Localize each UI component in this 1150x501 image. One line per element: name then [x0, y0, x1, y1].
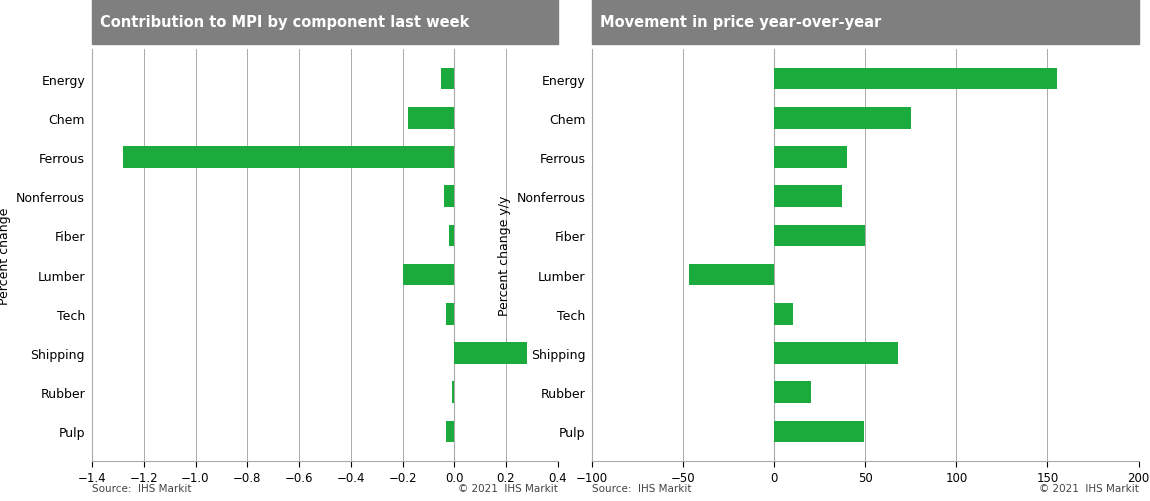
- Text: © 2021  IHS Markit: © 2021 IHS Markit: [1038, 483, 1138, 493]
- Bar: [774, 421, 864, 442]
- Bar: [454, 343, 527, 364]
- Bar: [448, 225, 454, 246]
- Bar: [446, 304, 454, 325]
- Bar: [408, 108, 454, 129]
- Text: Source:  IHS Markit: Source: IHS Markit: [92, 483, 192, 493]
- Text: Movement in price year-over-year: Movement in price year-over-year: [600, 15, 882, 30]
- Text: © 2021  IHS Markit: © 2021 IHS Markit: [458, 483, 558, 493]
- Text: Source:  IHS Markit: Source: IHS Markit: [592, 483, 692, 493]
- Y-axis label: Percent change: Percent change: [0, 207, 10, 304]
- Bar: [774, 304, 792, 325]
- Bar: [123, 147, 454, 168]
- Bar: [774, 225, 866, 246]
- Bar: [774, 147, 848, 168]
- Bar: [402, 265, 454, 286]
- Bar: [774, 382, 811, 403]
- Bar: [774, 69, 1057, 90]
- Bar: [774, 186, 842, 207]
- Text: Contribution to MPI by component last week: Contribution to MPI by component last we…: [100, 15, 469, 30]
- Bar: [689, 265, 774, 286]
- Y-axis label: Percent change y/y: Percent change y/y: [498, 195, 511, 316]
- Bar: [444, 186, 454, 207]
- Bar: [774, 108, 911, 129]
- Bar: [452, 382, 454, 403]
- Bar: [446, 421, 454, 442]
- Bar: [442, 69, 454, 90]
- Bar: [774, 343, 898, 364]
